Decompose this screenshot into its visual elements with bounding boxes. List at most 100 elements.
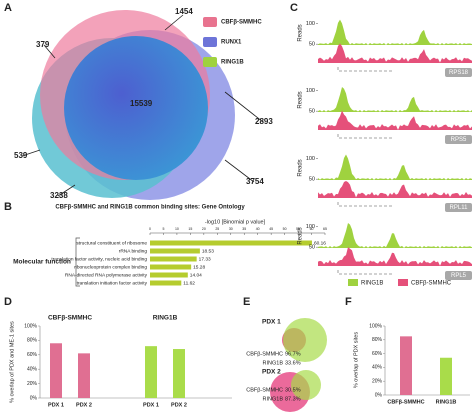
x-tick-label: 30 [229, 227, 233, 231]
value-label: 11.62 [183, 280, 195, 286]
region-count: 379 [36, 40, 50, 49]
gene-box [445, 271, 472, 280]
legend-label: CBFβ-SMMHC [411, 281, 452, 287]
gene-model [337, 202, 393, 207]
track-signal [318, 180, 472, 198]
gene-label: RPL11 [450, 205, 469, 211]
y-tick-label: 100% [24, 323, 37, 329]
set-percent: 87.3% [285, 396, 301, 402]
x-tick-label: PDX 1 [143, 402, 159, 408]
legend-label: RUNX1 [221, 40, 242, 46]
y-tick-label: 40% [372, 365, 383, 371]
leader-line [224, 159, 255, 183]
region-count: 15539 [130, 99, 153, 108]
gene-label: RPL5 [451, 273, 467, 279]
legend-label: RING1B [361, 281, 383, 287]
group-label: RING1B [153, 315, 178, 322]
x-tick-label: 60 [310, 227, 314, 231]
bar [78, 353, 90, 398]
x-tick-label: 25 [215, 227, 219, 231]
chart-title: CBFβ-SMMHC and RING1B common binding sit… [55, 205, 245, 211]
bar [145, 346, 157, 398]
bar [440, 357, 452, 395]
gene-box [445, 68, 472, 77]
y-axis-label: Reads [298, 159, 304, 176]
x-tick-label: RING1B [436, 399, 457, 405]
legend-swatch [348, 279, 358, 286]
legend-swatch [203, 37, 217, 47]
x-tick-label: 20 [202, 227, 206, 231]
value-label: 60.16 [314, 240, 326, 246]
bar [150, 240, 312, 246]
set-name: CBFβ-SMMHC [246, 387, 283, 393]
y-tick-label: 60% [372, 351, 383, 357]
x-tick-label: 55 [296, 227, 300, 231]
y-tick-label: 100 [306, 88, 315, 94]
track-signal [318, 247, 472, 266]
leader-line [21, 149, 41, 157]
x-tick-label: 50 [283, 227, 287, 231]
track-signal [318, 43, 472, 63]
gene-label: RPS5 [451, 137, 467, 143]
y-tick-label: 20% [27, 381, 38, 387]
bar [150, 280, 182, 286]
y-axis-label: Reads [298, 91, 304, 108]
leader-line [43, 44, 56, 59]
panel-letter: C [290, 2, 298, 14]
y-tick-label: 80% [372, 337, 383, 343]
region-count: 2893 [255, 117, 273, 126]
y-tick-label: 50 [309, 177, 315, 183]
region-count: 1454 [175, 7, 193, 16]
y-tick-label: 50 [309, 109, 315, 115]
y-axis-label: % overlap of PDX and ME-1 sites [9, 321, 15, 403]
x-tick-label: 40 [256, 227, 260, 231]
y-tick-label: 20% [372, 379, 383, 385]
bar [150, 264, 192, 270]
category-label: translation initiation factor activity [77, 280, 148, 286]
x-tick-label: 0 [149, 227, 151, 231]
gene-model [337, 270, 393, 275]
y-axis-label: Reads [298, 227, 304, 244]
gene-label: RPS18 [449, 70, 469, 76]
set-name: RING1B [263, 396, 284, 402]
leader-line [164, 14, 184, 31]
y-tick-label: 40% [27, 367, 38, 373]
region-count: 3754 [246, 177, 264, 186]
venn-circle [283, 318, 327, 362]
legend-swatch [203, 57, 217, 67]
panel-letter: B [4, 201, 12, 213]
gene-model [337, 134, 393, 139]
value-label: 14.04 [190, 272, 202, 278]
gene-box [445, 135, 472, 144]
y-tick-label: 100 [306, 224, 315, 230]
bar [50, 343, 62, 398]
track-signal [318, 222, 472, 248]
y-tick-label: 100% [369, 323, 382, 329]
x-tick-label: 15 [188, 227, 192, 231]
category-label: rRNA binding [119, 248, 148, 254]
value-label: 15.28 [193, 264, 205, 270]
x-tick-label: PDX 2 [76, 402, 92, 408]
track-signal [318, 86, 472, 112]
x-axis-label: -log10 [Binomial p value] [205, 219, 266, 225]
y-tick-label: 80% [27, 338, 38, 344]
category-label: translation factor activity, nucleic aci… [51, 256, 147, 262]
category-label: structural constituent of ribosome [76, 240, 147, 246]
region-count: 539 [14, 151, 28, 160]
y-axis-label: Reads [298, 24, 304, 41]
bar [150, 256, 197, 262]
group-label: Molecular function [13, 259, 71, 266]
panel-letter: F [345, 296, 352, 308]
gene-model [337, 67, 393, 72]
set-percent: 96.7% [285, 351, 301, 357]
panel-letter: D [4, 296, 12, 308]
panel-letter: A [4, 2, 12, 14]
value-label: 17.33 [199, 256, 211, 262]
set-percent: 30.5% [285, 387, 301, 393]
panel-letter: E [243, 296, 250, 308]
legend-label: RING1B [221, 60, 244, 66]
venn-circle [291, 370, 321, 400]
set-name: CBFβ-SMMHC [246, 351, 283, 357]
group-label: CBFβ-SMMHC [48, 315, 92, 322]
